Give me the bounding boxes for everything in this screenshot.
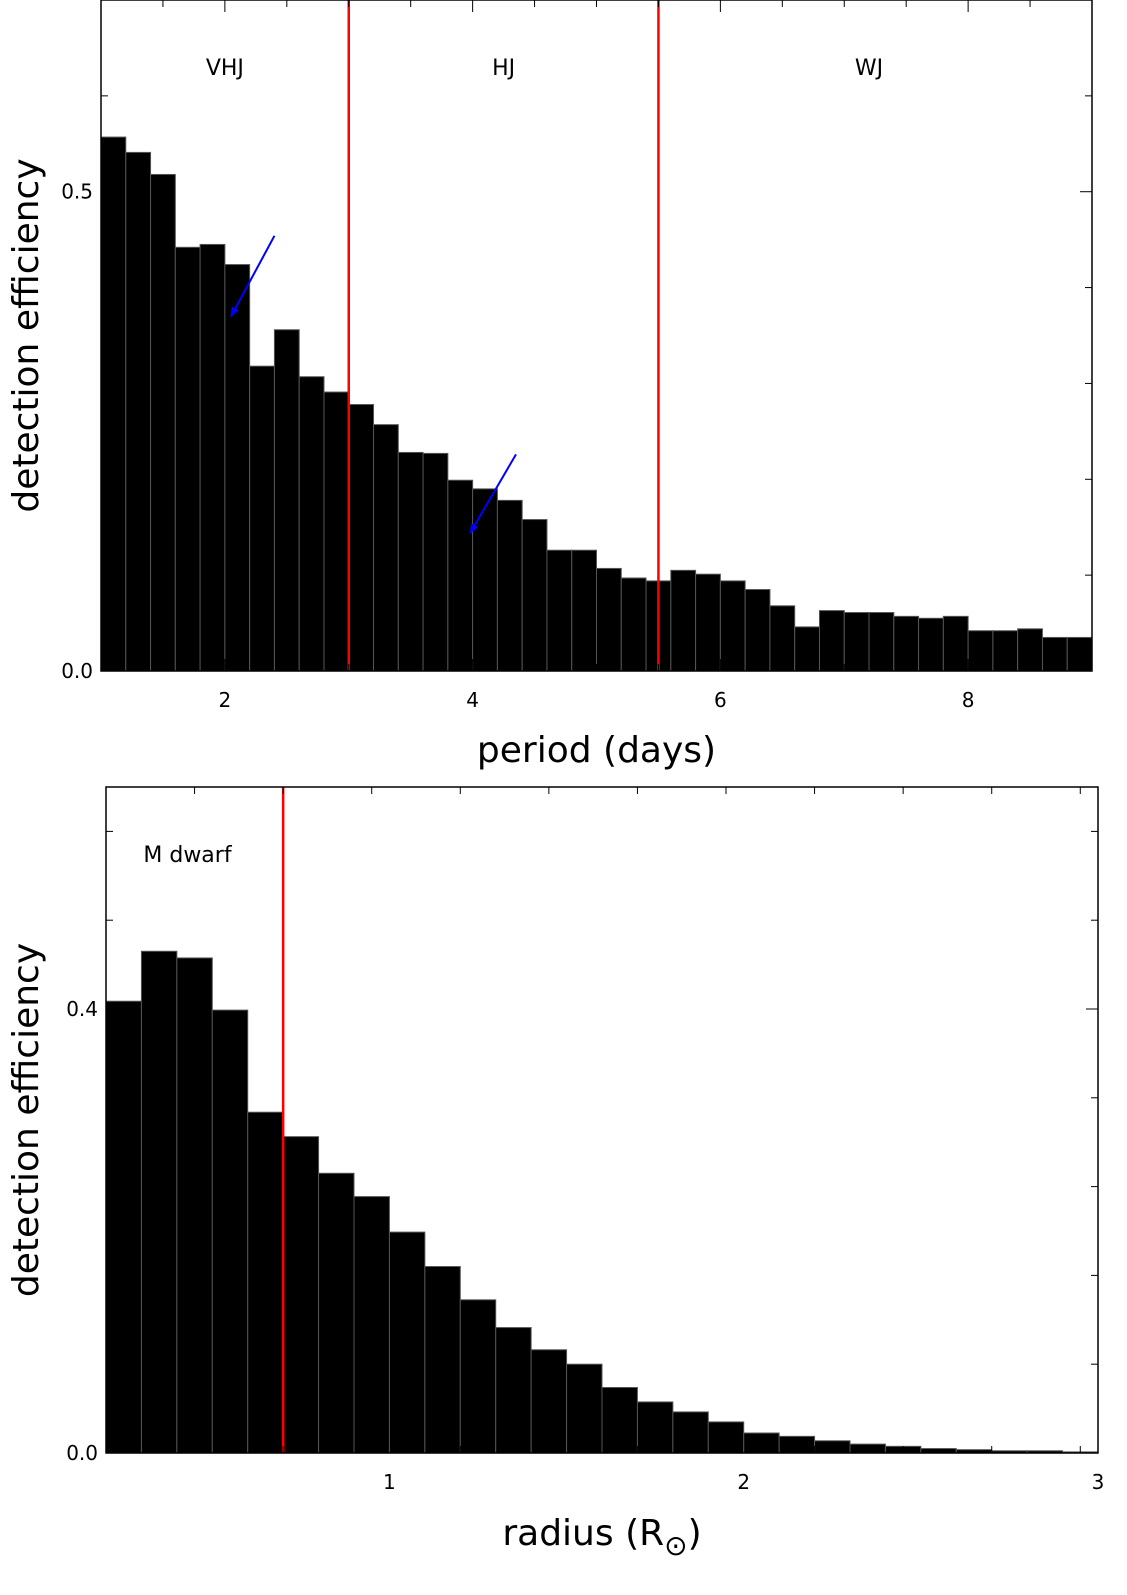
period-bar	[843, 612, 870, 672]
period-region-label: VHJ	[206, 56, 244, 81]
period-bar	[942, 615, 969, 672]
radius-y-tick-label: 0.0	[66, 1441, 98, 1465]
period-region-label: WJ	[855, 56, 883, 81]
radius-region-label: M dwarf	[143, 843, 232, 868]
period-x-tick-label: 4	[466, 688, 479, 712]
period-bar	[298, 376, 325, 672]
period-bar	[273, 329, 300, 672]
period-bar	[100, 136, 127, 672]
arrow-annotation	[230, 235, 276, 318]
radius-y-tick-label: 0.4	[66, 997, 98, 1021]
radius-bar	[353, 1196, 390, 1454]
period-bar	[150, 173, 176, 672]
radius-bar	[566, 1363, 603, 1454]
radius-bars	[105, 950, 1099, 1454]
period-bar	[199, 243, 226, 672]
period-arrows	[230, 235, 517, 534]
radius-bar	[743, 1432, 780, 1454]
radius-y-axis-title: detection efficiency	[6, 943, 47, 1297]
period-panel: 2 4 6 8 0.0 0.5 VHJ HJ WJ period (days) detecti…	[6, 0, 1093, 771]
period-y-axis-title: detection efficiency	[6, 158, 47, 512]
period-x-tick-label: 8	[962, 688, 975, 712]
radius-x-axis-title-text: radius (R	[502, 1513, 664, 1554]
period-bar	[224, 264, 251, 672]
period-bar	[571, 549, 597, 672]
period-bar	[323, 391, 350, 672]
radius-bar	[530, 1349, 568, 1454]
period-bar	[249, 365, 275, 672]
radius-plot-frame	[105, 786, 1099, 1454]
period-bar	[546, 549, 573, 672]
radius-bar	[388, 1231, 426, 1454]
period-bar	[1017, 628, 1043, 672]
period-bar	[472, 488, 498, 672]
period-region-label: HJ	[492, 56, 515, 81]
radius-bar	[140, 950, 178, 1454]
radius-region-labels: M dwarf	[143, 843, 232, 868]
period-bar	[496, 499, 523, 672]
period-bar	[422, 452, 449, 672]
radius-bar	[495, 1327, 532, 1454]
period-bar	[695, 573, 721, 672]
radius-x-axis-title-suffix: )	[688, 1513, 702, 1554]
arrow-annotation	[469, 453, 517, 534]
period-bar	[521, 519, 548, 672]
period-bar	[670, 569, 697, 672]
radius-panel: 1 2 3 0.0 0.4 M dwarf radius (R⊙) detection …	[6, 786, 1104, 1562]
radius-bar	[211, 1009, 249, 1454]
period-bar	[893, 615, 920, 672]
period-bar	[719, 580, 746, 672]
radius-bar	[601, 1387, 638, 1454]
radius-x-tick-label: 3	[1092, 1470, 1105, 1494]
period-bar	[868, 612, 895, 672]
period-x-tick-label: 6	[714, 688, 727, 712]
radius-bar	[672, 1411, 709, 1454]
radius-bar	[247, 1111, 284, 1454]
period-y-tick-label: 0.5	[61, 180, 93, 204]
radius-bar	[176, 957, 213, 1454]
radius-bar	[636, 1401, 674, 1454]
period-bar	[744, 589, 771, 672]
period-region-labels: VHJ HJ WJ	[206, 56, 883, 81]
period-bar	[125, 151, 152, 672]
radius-bar	[282, 1136, 320, 1454]
period-bar	[620, 577, 647, 672]
period-bar	[967, 630, 994, 672]
period-x-tick-label: 2	[219, 688, 232, 712]
radius-x-tick-label: 2	[737, 1470, 750, 1494]
period-bar	[397, 451, 424, 672]
period-bar	[794, 626, 820, 672]
period-bar	[348, 404, 375, 672]
radius-bar	[459, 1299, 497, 1454]
period-bar	[596, 567, 622, 672]
radius-bar	[849, 1443, 886, 1454]
radius-bar	[778, 1435, 816, 1454]
radius-ticks: 1 2 3 0.0 0.4	[66, 787, 1104, 1494]
period-bar	[373, 424, 399, 672]
period-x-axis-title: period (days)	[477, 730, 716, 771]
radius-bar	[424, 1266, 461, 1454]
period-bar	[447, 479, 474, 672]
period-bar	[174, 246, 201, 672]
radius-bar	[105, 1000, 142, 1454]
period-bar	[818, 610, 845, 672]
period-y-tick-label: 0.0	[61, 659, 93, 683]
period-bar	[1041, 636, 1068, 672]
period-region-lines	[347, 0, 660, 671]
radius-x-axis-title: radius (R⊙)	[502, 1513, 701, 1562]
radius-bar	[814, 1440, 851, 1454]
period-bar	[992, 630, 1019, 672]
radius-x-tick-label: 1	[383, 1470, 396, 1494]
period-bars	[100, 136, 1093, 672]
period-ticks: 2 4 6 8 0.0 0.5	[61, 0, 1093, 712]
period-bar	[1066, 636, 1093, 672]
period-bar	[769, 605, 796, 672]
radius-bar	[318, 1172, 355, 1454]
solar-symbol: ⊙	[664, 1529, 687, 1562]
period-bar	[918, 617, 944, 672]
